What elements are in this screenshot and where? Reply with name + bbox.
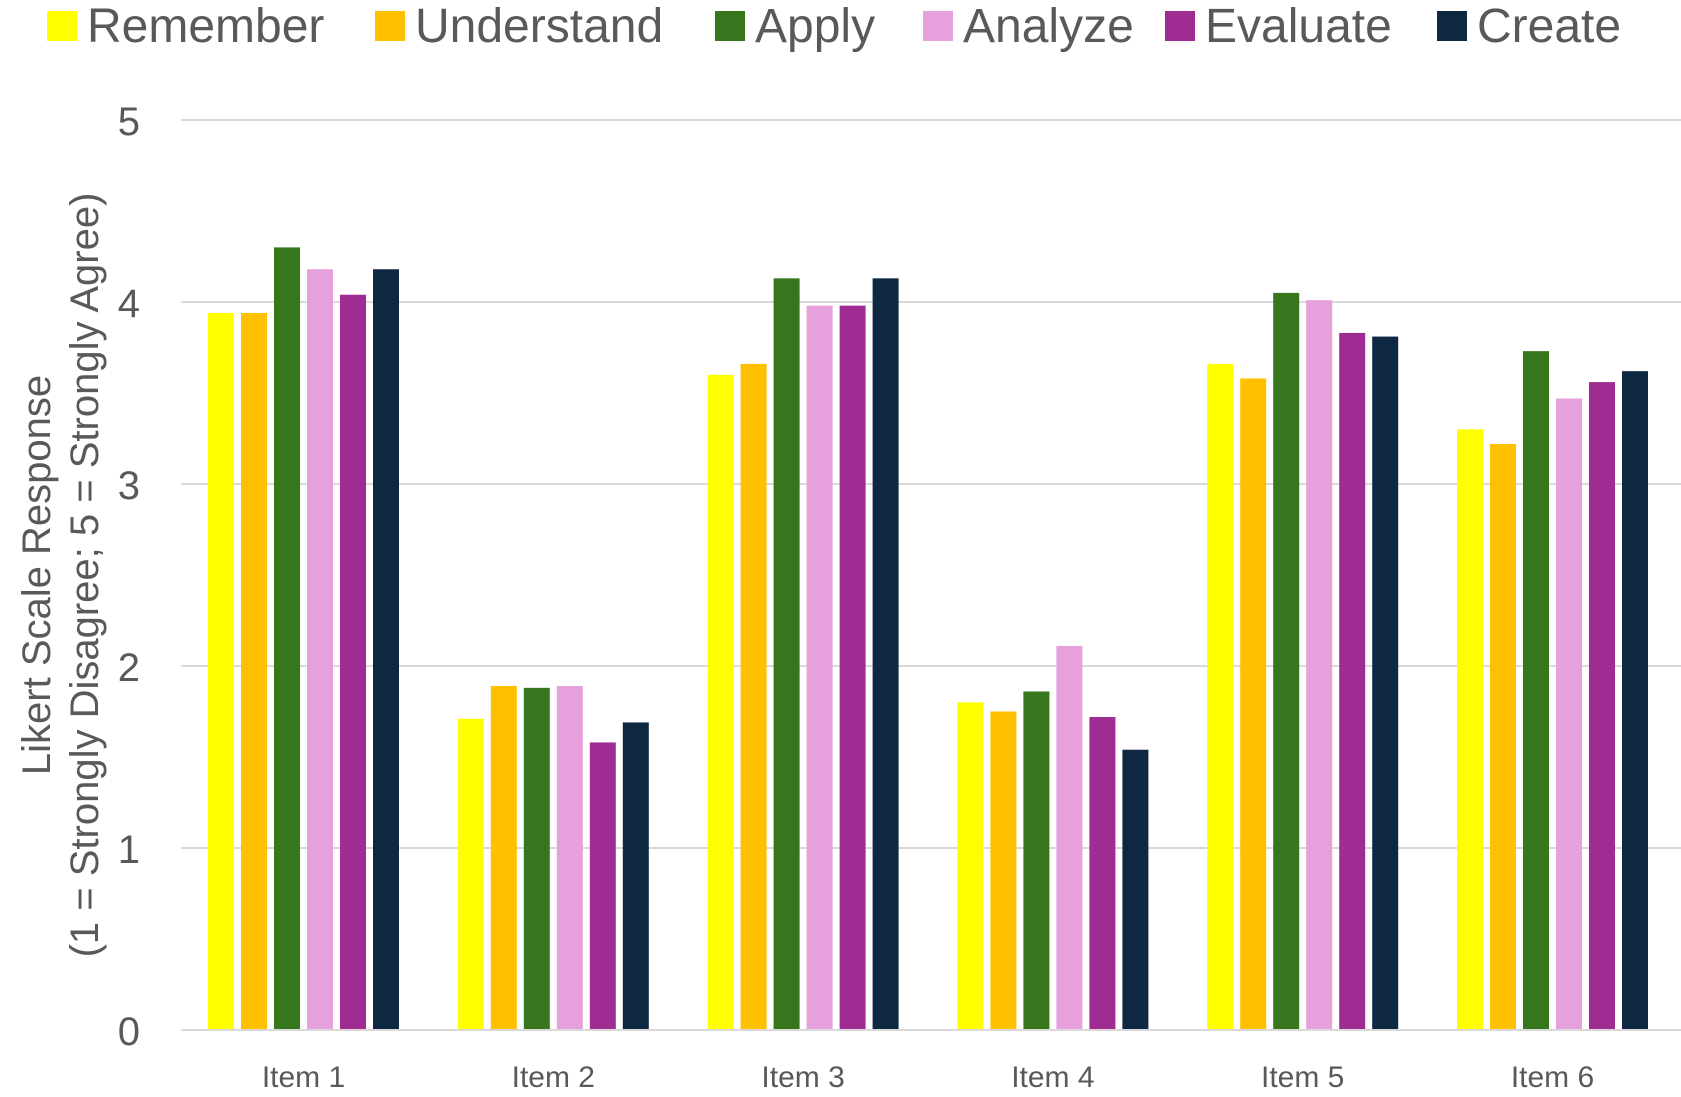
bar-create-item-4	[1122, 749, 1149, 1030]
bar-apply-item-4	[1023, 691, 1050, 1030]
legend-label-remember: Remember	[87, 0, 324, 53]
bar-evaluate-item-1	[340, 294, 366, 1031]
legend-label-understand: Understand	[415, 0, 663, 53]
bar-analyze-item-1	[307, 269, 333, 1030]
legend-label-evaluate: Evaluate	[1205, 0, 1392, 53]
bar-remember-item-1	[208, 312, 234, 1030]
bar-evaluate-item-5	[1339, 332, 1366, 1030]
legend-swatch-create	[1437, 11, 1467, 41]
x-tick-label: Item 4	[1011, 1061, 1094, 1092]
legend-label-create: Create	[1477, 0, 1621, 53]
bar-remember-item-5	[1207, 363, 1234, 1030]
bar-create-item-6	[1622, 371, 1648, 1030]
bar-create-item-3	[872, 278, 899, 1031]
y-tick-label: 4	[118, 282, 140, 326]
bar-understand-item-5	[1240, 378, 1267, 1030]
y-axis-label-line-1: Likert Scale Response	[15, 375, 59, 775]
bar-remember-item-6	[1457, 429, 1483, 1030]
bar-analyze-item-4	[1056, 645, 1083, 1030]
legend-swatch-remember	[47, 11, 77, 41]
x-tick-label: Item 6	[1511, 1061, 1594, 1092]
x-tick-label: Item 1	[262, 1061, 345, 1092]
x-tick-label: Item 3	[761, 1061, 844, 1092]
legend: Remember Understand Apply Analyze Evaluate Cr…	[47, 0, 1621, 53]
bar-apply-item-6	[1523, 351, 1549, 1030]
y-tick-label: 0	[118, 1010, 140, 1054]
bar-evaluate-item-4	[1089, 716, 1116, 1030]
bar-create-item-1	[373, 269, 399, 1030]
bar-understand-item-6	[1490, 443, 1516, 1031]
bar-evaluate-item-3	[839, 305, 866, 1030]
bar-evaluate-item-2	[589, 742, 616, 1030]
bar-remember-item-4	[957, 702, 984, 1030]
y-axis-label: Likert Scale Response (1 = Strongly Disag…	[15, 193, 107, 958]
bar-analyze-item-3	[806, 305, 833, 1030]
legend-label-apply: Apply	[755, 0, 875, 53]
bar-evaluate-item-6	[1589, 382, 1615, 1031]
bar-understand-item-2	[490, 686, 517, 1030]
y-tick-labels: 0 1 2 3 4 5	[118, 100, 140, 1054]
x-tick-labels: Item 1 Item 2 Item 3 Item 4 Item 5 Item 6	[262, 1061, 1594, 1094]
bar-understand-item-3	[740, 363, 767, 1030]
bar-remember-item-2	[457, 718, 484, 1030]
bar-analyze-item-6	[1556, 398, 1582, 1031]
bars	[208, 247, 1648, 1031]
bar-apply-item-5	[1273, 292, 1300, 1030]
y-tick-label: 3	[118, 464, 140, 508]
x-tick-label: Item 5	[1261, 1061, 1344, 1092]
bar-apply-item-1	[274, 247, 300, 1030]
legend-swatch-apply	[715, 11, 745, 41]
y-axis-label-line-2: (1 = Strongly Disagree; 5 = Strongly Agr…	[63, 193, 107, 958]
gridlines	[181, 119, 1681, 849]
legend-swatch-analyze	[923, 11, 953, 41]
bar-understand-item-4	[990, 711, 1017, 1030]
y-tick-label: 5	[118, 100, 140, 144]
y-tick-label: 1	[118, 828, 140, 872]
bar-apply-item-2	[523, 687, 550, 1030]
y-tick-label: 2	[118, 646, 140, 690]
bar-create-item-2	[622, 722, 649, 1030]
legend-swatch-understand	[375, 11, 405, 41]
bar-apply-item-3	[773, 278, 800, 1031]
bar-analyze-item-5	[1306, 300, 1333, 1030]
bar-create-item-5	[1372, 336, 1399, 1031]
bar-analyze-item-2	[556, 686, 583, 1030]
bar-understand-item-1	[241, 312, 267, 1030]
x-tick-label: Item 2	[512, 1061, 595, 1092]
legend-swatch-evaluate	[1165, 11, 1195, 41]
legend-label-analyze: Analyze	[963, 0, 1134, 53]
bar-remember-item-3	[707, 374, 734, 1030]
